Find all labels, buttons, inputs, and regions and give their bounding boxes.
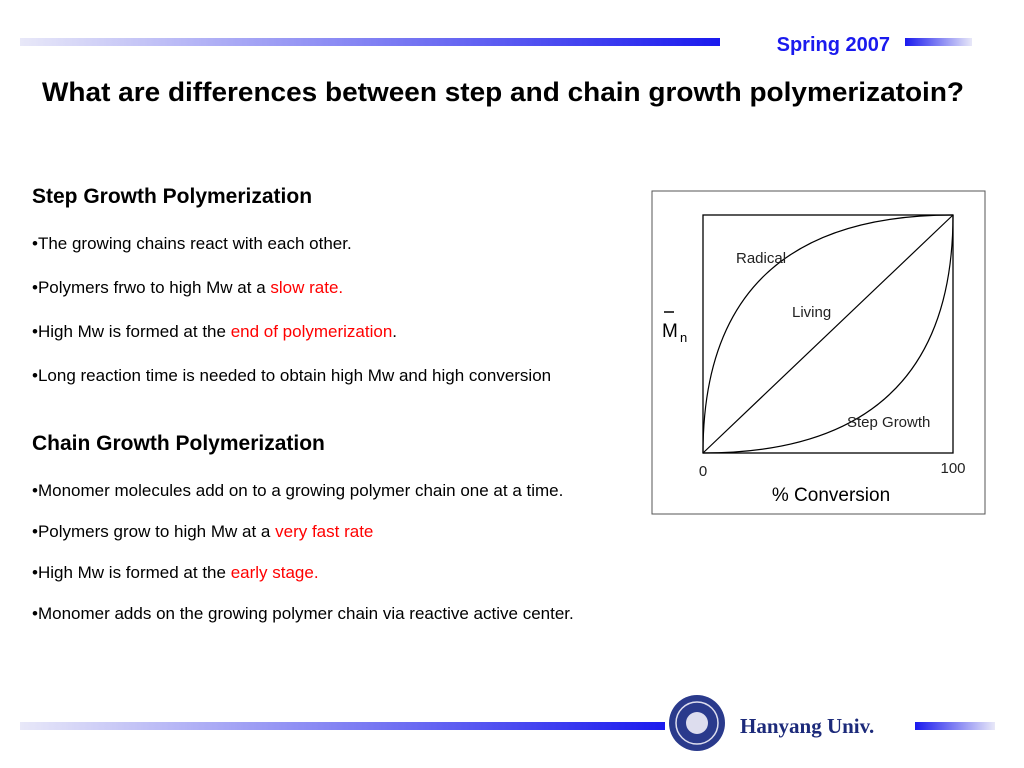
bullet-text: •Polymers grow to high Mw at a (32, 522, 275, 541)
x-label: % Conversion (772, 485, 890, 506)
curve-label: Living (792, 304, 831, 321)
curve-label: Radical (736, 250, 786, 267)
bullet: •Long reaction time is needed to obtain … (32, 366, 551, 385)
bullet: •Polymers frwo to high Mw at a slow rate… (32, 278, 343, 297)
highlight-text: very fast rate (275, 522, 373, 541)
highlight-text: end of polymerization (231, 322, 393, 341)
bullet: •High Mw is formed at the early stage. (32, 563, 319, 582)
header-term: Spring 2007 (777, 34, 890, 56)
bullet: •Polymers grow to high Mw at a very fast… (32, 522, 373, 541)
x-start: 0 (699, 463, 707, 480)
y-label-subscript: n (680, 330, 687, 345)
slide-title: What are differences between step and ch… (42, 77, 964, 107)
plot-area (702, 214, 954, 454)
section-heading: Chain Growth Polymerization (32, 432, 325, 455)
bullet-text: •Long reaction time is needed to obtain … (32, 366, 551, 385)
bullet: •High Mw is formed at the end of polymer… (32, 322, 397, 341)
bullet-text: •Monomer adds on the growing polymer cha… (32, 604, 574, 623)
y-label: M (662, 321, 678, 342)
curve-label: Step Growth (847, 414, 930, 431)
content: Step Growth Polymerization •The growing c… (32, 185, 574, 623)
highlight-text: early stage. (231, 563, 319, 582)
bullet-text: •Polymers frwo to high Mw at a (32, 278, 270, 297)
header-bar (20, 38, 720, 46)
footer-institution: Hanyang Univ. (740, 714, 874, 738)
radical-curve (702, 214, 954, 454)
header-bar (905, 38, 972, 46)
bullet-text: •High Mw is formed at the (32, 563, 231, 582)
bullet-text: •High Mw is formed at the (32, 322, 231, 341)
bullet: •Monomer adds on the growing polymer cha… (32, 604, 574, 623)
bullet-text: . (392, 322, 397, 341)
figure-frame (651, 190, 986, 515)
bullet: •The growing chains react with each othe… (32, 234, 352, 253)
step-growth-curve (702, 214, 954, 454)
bullet-text: •The growing chains react with each othe… (32, 234, 352, 253)
footer-bar (915, 722, 995, 730)
logo (669, 695, 725, 751)
living-curve (702, 214, 954, 454)
bullet: •Monomer molecules add on to a growing p… (32, 481, 563, 500)
footer-bar (20, 722, 665, 730)
section-heading: Step Growth Polymerization (32, 185, 312, 208)
bullet-text: •Monomer molecules add on to a growing p… (32, 481, 563, 500)
x-end: 100 (940, 460, 965, 477)
highlight-text: slow rate. (270, 278, 343, 297)
